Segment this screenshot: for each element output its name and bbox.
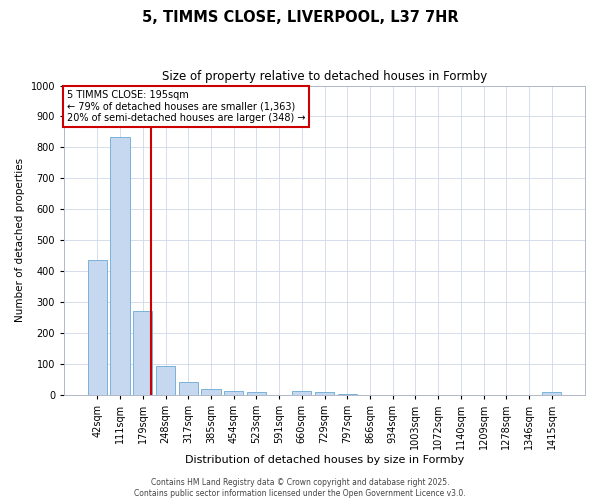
Bar xyxy=(110,136,130,395)
Bar xyxy=(542,392,562,395)
Y-axis label: Number of detached properties: Number of detached properties xyxy=(15,158,25,322)
Text: Contains HM Land Registry data © Crown copyright and database right 2025.
Contai: Contains HM Land Registry data © Crown c… xyxy=(134,478,466,498)
X-axis label: Distribution of detached houses by size in Formby: Distribution of detached houses by size … xyxy=(185,455,464,465)
Bar xyxy=(224,390,244,395)
Bar xyxy=(133,312,152,395)
Text: 5, TIMMS CLOSE, LIVERPOOL, L37 7HR: 5, TIMMS CLOSE, LIVERPOOL, L37 7HR xyxy=(142,10,458,25)
Bar xyxy=(315,392,334,395)
Bar xyxy=(292,391,311,395)
Title: Size of property relative to detached houses in Formby: Size of property relative to detached ho… xyxy=(162,70,487,83)
Bar xyxy=(247,392,266,395)
Bar xyxy=(179,382,198,395)
Bar xyxy=(156,366,175,395)
Text: 5 TIMMS CLOSE: 195sqm
← 79% of detached houses are smaller (1,363)
20% of semi-d: 5 TIMMS CLOSE: 195sqm ← 79% of detached … xyxy=(67,90,305,124)
Bar xyxy=(88,260,107,395)
Bar xyxy=(338,394,357,395)
Bar xyxy=(202,388,221,395)
